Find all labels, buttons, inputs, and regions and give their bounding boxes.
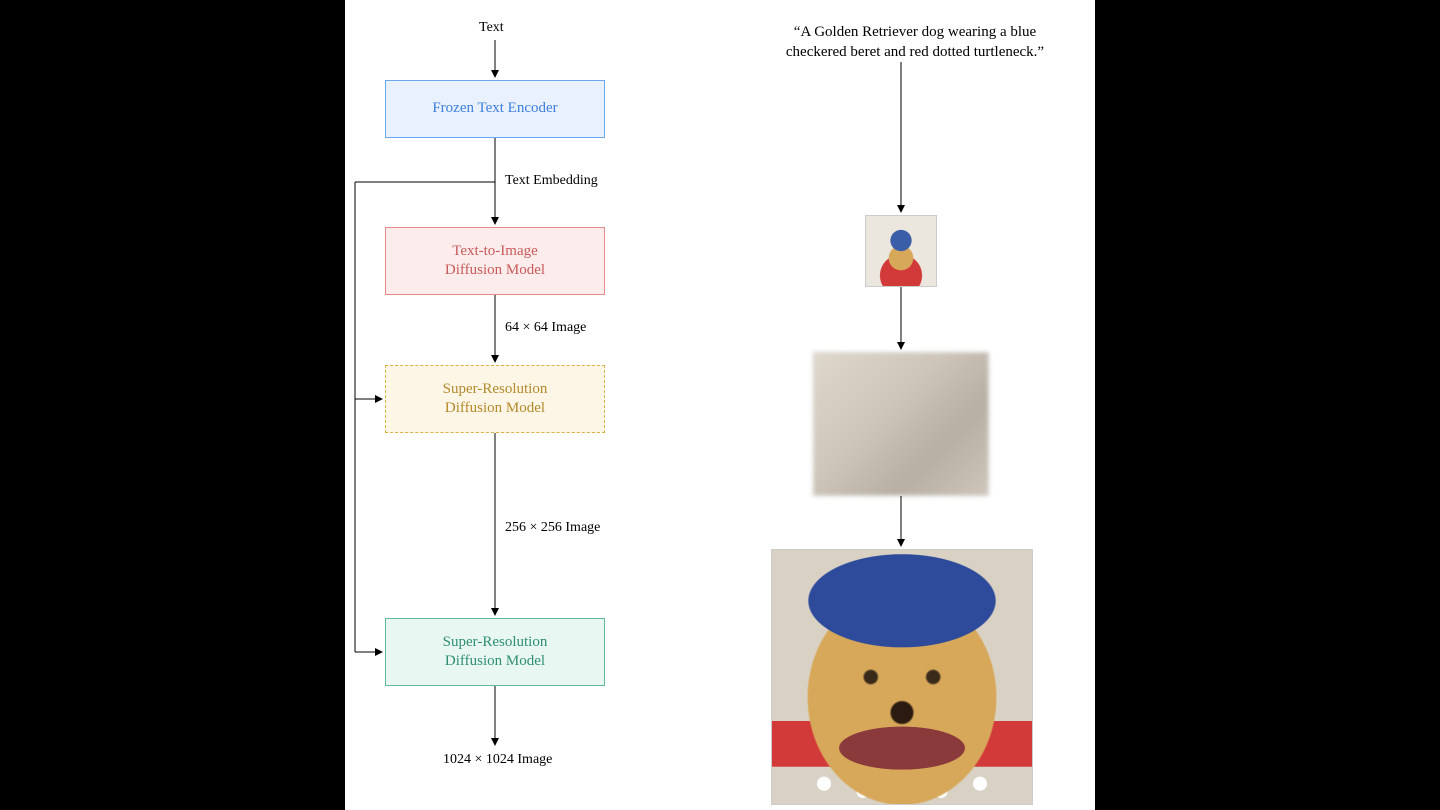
node-line1: Text-to-Image — [452, 242, 538, 262]
edge-label: 64 × 64 Image — [505, 320, 586, 336]
node-text-to-image: Text-to-ImageDiffusion Model — [385, 227, 605, 295]
node-line1: Frozen Text Encoder — [432, 99, 557, 119]
img-256-placeholder — [813, 352, 989, 496]
node-line1: Super-Resolution — [443, 633, 548, 653]
node-line2: Diffusion Model — [445, 652, 545, 672]
node-frozen-text-encoder: Frozen Text Encoder — [385, 80, 605, 138]
prompt-line2: checkered beret and red dotted turtlenec… — [786, 44, 1044, 60]
prompt-line1: “A Golden Retriever dog wearing a blue — [794, 24, 1036, 40]
node-line1: Super-Resolution — [443, 380, 548, 400]
edge-label: 256 × 256 Image — [505, 520, 600, 536]
img-1024-placeholder — [771, 549, 1033, 805]
node-sr-1: Super-ResolutionDiffusion Model — [385, 365, 605, 433]
node-sr-2: Super-ResolutionDiffusion Model — [385, 618, 605, 686]
node-line2: Diffusion Model — [445, 399, 545, 419]
edge-label: 1024 × 1024 Image — [443, 752, 552, 768]
diagram-canvas: Text Frozen Text EncoderText-to-ImageDif… — [345, 0, 1095, 810]
edge-label: Text Embedding — [505, 173, 598, 189]
example-prompt: “A Golden Retriever dog wearing a blue c… — [765, 22, 1065, 63]
img-64-placeholder — [865, 215, 937, 287]
input-text-label: Text — [479, 20, 504, 36]
node-line2: Diffusion Model — [445, 261, 545, 281]
